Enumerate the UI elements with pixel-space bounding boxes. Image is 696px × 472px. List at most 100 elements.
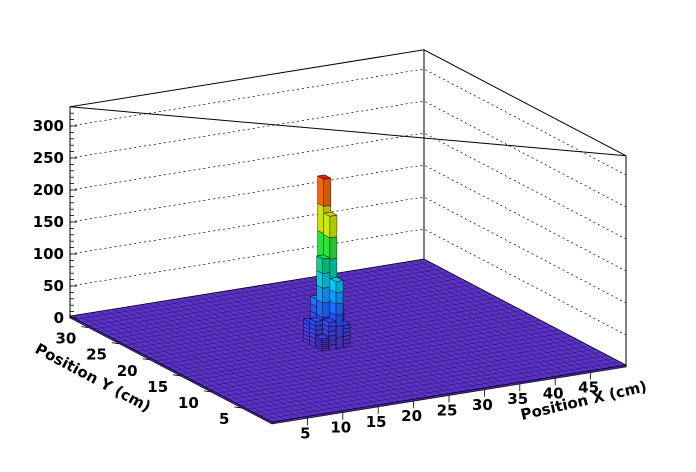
- floor-cell-line: [183, 297, 386, 404]
- floor-cell-line: [119, 307, 322, 415]
- floor-cell-line: [94, 271, 449, 330]
- floor-cell-line: [367, 268, 570, 375]
- floor-cell-line: [253, 286, 457, 393]
- bar-face: [335, 313, 344, 327]
- y-tick-label: 20: [117, 362, 138, 380]
- grid-line: [69, 228, 627, 336]
- bar-face: [317, 202, 324, 234]
- bar-face: [322, 286, 331, 304]
- peak-bars: [302, 174, 351, 352]
- floor-cell-line: [360, 269, 563, 376]
- floor-cell-line: [204, 329, 559, 387]
- bar-top: [321, 317, 337, 323]
- floor-cell-line: [82, 265, 437, 323]
- y-tick-label: 25: [86, 346, 107, 364]
- y-tick-mark: [203, 390, 211, 393]
- floor-cell-line: [147, 303, 350, 410]
- y-tick-mark: [234, 406, 242, 409]
- floor-cell-line: [186, 319, 541, 378]
- floor-cell-line: [223, 339, 578, 397]
- floor-cell-line: [98, 311, 301, 418]
- floor-cell-line: [346, 271, 549, 378]
- floor-cell-line: [416, 260, 620, 367]
- box-diagonal: [69, 106, 627, 157]
- bar-face: [335, 325, 344, 338]
- grid-line: [69, 164, 627, 272]
- z-tick-label: 250: [33, 149, 64, 167]
- bar-top: [308, 317, 324, 322]
- x-tick-label: 25: [437, 402, 458, 420]
- floor-cell-line: [381, 265, 584, 373]
- floor-cell-line: [76, 262, 431, 320]
- y-tick-label: 15: [147, 378, 168, 396]
- floor-cell-line: [204, 294, 407, 401]
- x-tick-label: 35: [507, 390, 528, 408]
- bar-face: [329, 214, 338, 239]
- floor-cell-line: [197, 295, 400, 402]
- bar-face: [322, 257, 331, 274]
- floor-cell-line: [100, 274, 455, 333]
- x-tick-label: 20: [401, 407, 422, 425]
- floor-cell-line: [180, 316, 535, 375]
- z-tick-label: 150: [33, 213, 64, 231]
- floor-cell-line: [176, 298, 379, 406]
- floor-cell-line: [388, 264, 591, 371]
- x-tick-label: 45: [578, 379, 599, 397]
- floor-cell-line: [247, 352, 602, 410]
- floor-cell-line: [235, 345, 590, 403]
- floor-cell-line: [125, 287, 480, 346]
- bar-top: [329, 277, 344, 282]
- floor-cell-line: [91, 312, 294, 419]
- x-tick-label: 40: [543, 384, 564, 402]
- z-tick-label: 200: [33, 181, 64, 199]
- floor-cell-line: [88, 268, 443, 326]
- floor-cell-line: [268, 284, 471, 391]
- floor-cell-line: [112, 281, 467, 339]
- y-tick-label: 30: [55, 330, 76, 348]
- z-tick-label: 0: [54, 309, 64, 327]
- x-tick-label: 15: [366, 413, 387, 431]
- grid-line: [69, 68, 627, 176]
- floor-cell-line: [161, 301, 365, 408]
- floor-cell-line: [198, 326, 553, 384]
- x-tick-label: 5: [300, 424, 310, 442]
- floor-cell-line: [402, 262, 605, 369]
- grid-lines: [69, 68, 627, 336]
- z-tick-label: 100: [33, 245, 64, 263]
- grid-line: [69, 100, 627, 208]
- floor-cell-line: [192, 323, 547, 381]
- floor-cell-line: [324, 274, 527, 382]
- floor-cell-line: [229, 342, 584, 400]
- floor-cell-line: [395, 263, 598, 370]
- floor-cell-line: [261, 285, 464, 392]
- bar-face: [322, 301, 331, 318]
- bar-top: [316, 174, 332, 180]
- z-tick-label: 300: [33, 117, 64, 135]
- y-axis: 5 10 15 20 25 30: [55, 326, 242, 428]
- bar-top: [314, 334, 330, 340]
- grid-line: [69, 132, 627, 240]
- floor-cell-line: [338, 272, 542, 379]
- y-tick-mark: [142, 358, 150, 361]
- y-tick-mark: [111, 342, 120, 345]
- floor-cell-line: [169, 299, 372, 407]
- floor-cell-line: [140, 304, 343, 411]
- y-tick-label: 10: [178, 394, 199, 412]
- floor-cell-line: [190, 296, 393, 403]
- bar-face: [335, 302, 344, 316]
- floor-cell-line: [259, 358, 614, 416]
- y-tick-label: 5: [219, 410, 229, 428]
- bar-face: [323, 177, 331, 207]
- floor-cell-line: [253, 355, 608, 413]
- x-tick-label: 10: [330, 419, 351, 437]
- floor-cell-line: [374, 266, 577, 374]
- floor-cell-line: [174, 313, 529, 371]
- bar-face: [329, 236, 338, 260]
- bar-face: [322, 272, 331, 289]
- bar-face: [335, 280, 344, 294]
- floor-cell-line: [265, 361, 620, 420]
- bar-top: [315, 254, 331, 260]
- bar-face: [335, 291, 344, 305]
- floor-cell-line: [353, 270, 556, 377]
